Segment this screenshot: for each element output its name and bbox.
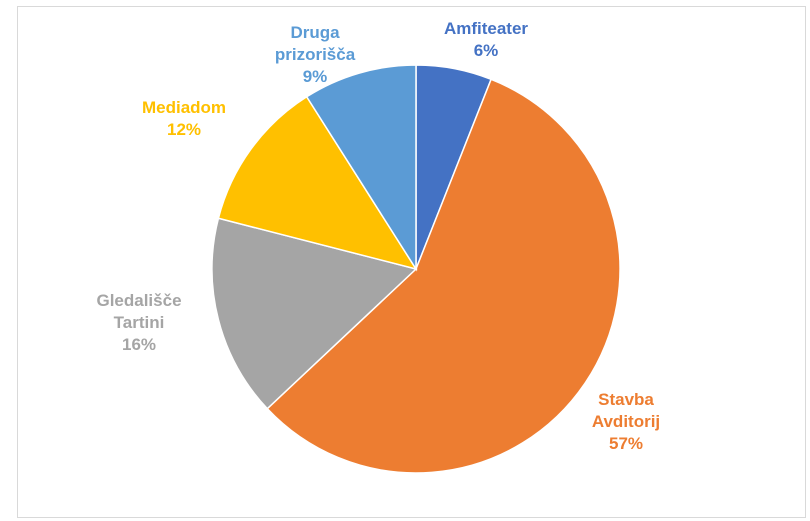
slice-label: Gledališče Tartini 16% [96,291,181,354]
slice-name-label: prizorišča [275,45,356,64]
pie-labels: Amfiteater 6% Stavba Avditorij 57% Gledališče… [96,19,660,453]
slice-label: Amfiteater 6% [444,19,528,60]
slice-label: Mediadom 12% [142,98,226,139]
pie-slice-druga-prizorišča [305,64,417,272]
pie-slice-stavba-avditorij [266,78,621,474]
slice-percent-label: 9% [303,67,328,86]
slice-name-label: Druga [290,23,340,42]
slice-label: Stavba Avditorij 57% [592,390,660,453]
slice-percent-label: 12% [167,120,201,139]
slice-percent-label: 57% [609,434,643,453]
slice-name-label: Mediadom [142,98,226,117]
slice-name-label: Avditorij [592,412,660,431]
slice-percent-label: 16% [122,335,156,354]
pie-slice-mediadom [217,95,418,271]
slice-percent-label: 6% [474,41,499,60]
slice-name-label: Amfiteater [444,19,528,38]
slice-name-label: Gledališče [96,291,181,310]
slice-name-label: Tartini [114,313,165,332]
pie-slice-gledališče-tartini [211,217,418,410]
pie-slices [211,64,621,474]
slice-name-label: Stavba [598,390,654,409]
slice-label: Druga prizorišča 9% [275,23,356,86]
